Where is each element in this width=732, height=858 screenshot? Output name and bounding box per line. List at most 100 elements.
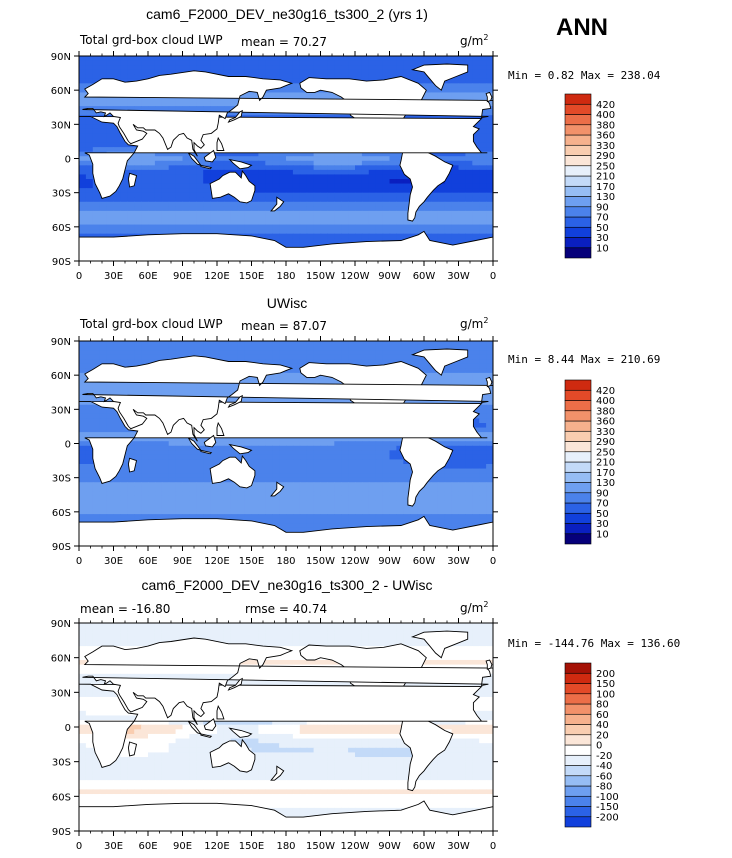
x-tick-label: 180: [276, 556, 295, 567]
colorbar-swatch: [564, 703, 592, 715]
panel-3-rmse: rmse = 40.74: [245, 602, 328, 616]
x-tick-label: 30E: [104, 841, 123, 852]
colorbar-swatch: [564, 410, 592, 422]
colorbar-label: 290: [596, 437, 615, 448]
colorbar-label: 250: [596, 447, 615, 458]
x-tick-label: 120E: [204, 841, 229, 852]
colorbar-swatch: [564, 206, 592, 218]
colorbar-label: 0: [596, 741, 602, 752]
y-tick-label: 60N: [51, 86, 71, 97]
y-tick-label: 0: [65, 155, 71, 166]
y-tick-label: 0: [65, 440, 71, 451]
colorbar-swatch: [564, 451, 592, 463]
panel-2-variable-label: Total grd-box cloud LWP: [80, 317, 223, 331]
colorbar-label: -60: [596, 771, 612, 782]
colorbar-swatch: [564, 441, 592, 453]
colorbar-swatch: [564, 795, 592, 807]
colorbar-swatch: [564, 816, 592, 828]
y-tick-label: 90S: [52, 257, 71, 268]
colorbar-label: 30: [596, 233, 609, 244]
x-tick-label: 30E: [104, 556, 123, 567]
continents-1: [79, 63, 493, 261]
y-tick-label: 0: [65, 723, 71, 734]
colorbar-label: 170: [596, 468, 615, 479]
map-panel-1: 0 30E 60E 90E 120E 150E 180 150W 120W 90W 60W 30W 09…: [51, 51, 498, 282]
colorbar-swatch: [564, 482, 592, 494]
colorbar-swatch: [564, 785, 592, 797]
y-tick-label: 90N: [51, 337, 71, 348]
colorbar-swatch: [564, 533, 592, 545]
colorbar-swatch: [564, 93, 592, 105]
colorbar-label: 90: [596, 202, 609, 213]
colorbar-label: 330: [596, 141, 615, 152]
colorbar-label: -40: [596, 761, 612, 772]
colorbar-swatch: [564, 693, 592, 705]
colorbar-swatch: [564, 492, 592, 504]
x-tick-label: 150E: [239, 841, 264, 852]
colorbar-label: 70: [596, 213, 609, 224]
colorbar-label: 100: [596, 689, 615, 700]
y-tick-label: 90S: [52, 542, 71, 553]
colorbar-label: 250: [596, 161, 615, 172]
y-tick-label: 60N: [51, 371, 71, 382]
x-tick-label: 90E: [173, 556, 192, 567]
x-tick-label: 180: [276, 841, 295, 852]
colorbar-swatch: [564, 134, 592, 146]
y-tick-label: 90S: [52, 827, 71, 838]
x-tick-label: 150E: [239, 271, 264, 282]
x-tick-label: 90W: [378, 271, 401, 282]
colorbar-label: 330: [596, 427, 615, 438]
colorbar-label: -100: [596, 792, 619, 803]
map-panel-2: 0 30E 60E 90E 120E 150E 180 150W 120W 90W 60W 30W 09…: [51, 336, 498, 567]
x-tick-label: 0: [76, 556, 82, 567]
x-tick-label: 30W: [447, 841, 470, 852]
colorbar-label: 70: [596, 499, 609, 510]
continents-3: [79, 630, 493, 831]
colorbar-label: 400: [596, 110, 615, 121]
colorbar-swatch: [564, 247, 592, 259]
continents-2: [79, 348, 493, 546]
y-tick-label: 60S: [52, 792, 71, 803]
x-tick-label: 150W: [306, 271, 335, 282]
x-tick-label: 90W: [378, 841, 401, 852]
colorbar-swatch: [564, 420, 592, 432]
map-panel-3: 0 30E 60E 90E 120E 150E 180 150W 120W 90W 60W 30W 09…: [51, 618, 498, 852]
colorbar-label: 360: [596, 417, 615, 428]
colorbar-swatch: [564, 175, 592, 187]
colorbar-label: 210: [596, 458, 615, 469]
colorbar-swatch: [564, 155, 592, 167]
panel-1-title: cam6_F2000_DEV_ne30g16_ts300_2 (yrs 1): [146, 6, 428, 22]
colorbar-label: 50: [596, 223, 609, 234]
colorbar-label: 130: [596, 478, 615, 489]
x-tick-label: 120W: [341, 271, 370, 282]
x-tick-label: 90W: [378, 556, 401, 567]
colorbar-label: 60: [596, 710, 609, 721]
colorbar-label: 30: [596, 519, 609, 530]
colorbar-label: 90: [596, 488, 609, 499]
colorbar-label: 290: [596, 151, 615, 162]
y-tick-label: 30N: [51, 120, 71, 131]
colorbar-swatch: [564, 400, 592, 412]
y-tick-label: 60S: [52, 508, 71, 519]
x-tick-label: 60E: [138, 556, 157, 567]
x-tick-label: 90E: [173, 841, 192, 852]
colorbar-swatch: [564, 237, 592, 249]
colorbar-swatch: [564, 672, 592, 684]
colorbar-label: -150: [596, 802, 619, 813]
colorbar-swatch: [564, 430, 592, 442]
colorbar-swatch: [564, 806, 592, 818]
panel-3-units: g/m2: [460, 600, 489, 615]
colorbar-swatch: [564, 124, 592, 136]
colorbar-swatch: [564, 713, 592, 725]
panel-1-mean: mean = 70.27: [241, 35, 328, 49]
colorbar-label: 420: [596, 386, 615, 397]
colorbar-swatch: [564, 114, 592, 126]
x-tick-label: 0: [490, 841, 496, 852]
colorbar-label: 200: [596, 669, 615, 680]
x-tick-label: 120W: [341, 841, 370, 852]
colorbar-label: 150: [596, 679, 615, 690]
panel-3-mean: mean = -16.80: [80, 602, 171, 616]
x-tick-label: 60W: [413, 841, 436, 852]
x-tick-label: 30W: [447, 271, 470, 282]
